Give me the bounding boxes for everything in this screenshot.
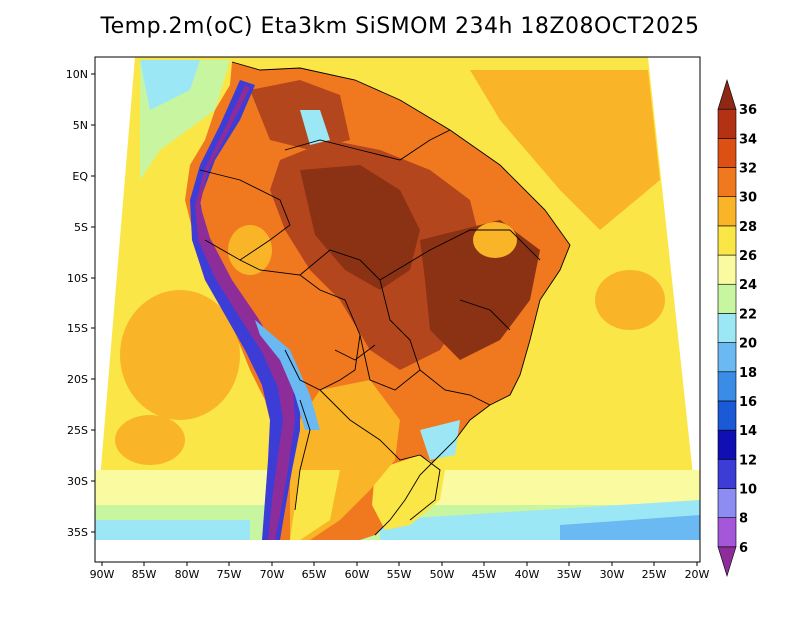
- colorbar-swatch: [717, 313, 737, 343]
- map-title: Temp.2m(oC) Eta3km SiSMOM 234h 18Z08OCT2…: [100, 14, 700, 39]
- colorbar-label: 16: [739, 395, 757, 410]
- colorbar-swatch: [717, 371, 737, 402]
- longitude-labels: 90W 85W 80W 75W 70W 65W 60W 55W 50W 45W …: [90, 568, 710, 581]
- colorbar-label: 18: [739, 366, 757, 381]
- colorbar-swatch: [717, 517, 737, 548]
- lon-label: 30W: [600, 568, 625, 581]
- colorbar-swatch: [717, 429, 737, 460]
- colorbar-label: 8: [739, 512, 748, 527]
- colorbar-swatch: [717, 108, 737, 139]
- colorbar-swatch: [717, 283, 737, 314]
- lat-label: 35S: [67, 526, 88, 539]
- colorbar-label: 12: [739, 453, 757, 468]
- colorbar-label: 14: [739, 424, 757, 439]
- colorbar-swatch: [717, 196, 737, 227]
- colorbar-label: 20: [739, 337, 757, 352]
- colorbar-label: 24: [739, 278, 757, 293]
- lat-label: 30S: [67, 475, 88, 488]
- colorbar-swatch: [717, 225, 737, 256]
- lat-label: 20S: [67, 373, 88, 386]
- colorbar-swatch: [717, 342, 737, 373]
- lon-label: 25W: [642, 568, 667, 581]
- lat-label: 5S: [74, 221, 88, 234]
- lat-label: 5N: [73, 119, 88, 132]
- latitude-labels: 10N 5N EQ 5S 10S 15S 20S 25S 30S 35S: [66, 68, 89, 539]
- colorbar-label: 34: [739, 132, 757, 147]
- lon-label: 35W: [557, 568, 582, 581]
- colorbar-label: 28: [739, 220, 757, 235]
- colorbar-swatch: [717, 78, 737, 110]
- lon-label: 75W: [217, 568, 242, 581]
- colorbar-label: 30: [739, 191, 757, 206]
- colorbar: 6 8 10 12 14 16 18 20 22 24 26 28 30 32 34 36: [717, 78, 757, 578]
- colorbar-label: 22: [739, 307, 757, 322]
- lon-label: 50W: [430, 568, 455, 581]
- lat-label: 10S: [67, 272, 88, 285]
- colorbar-swatch: [717, 167, 737, 198]
- lon-label: 90W: [90, 568, 115, 581]
- colorbar-label: 36: [739, 103, 757, 118]
- map-frame: [91, 56, 701, 566]
- colorbar-swatch: [717, 254, 737, 285]
- lon-label: 40W: [515, 568, 540, 581]
- lon-label: 65W: [302, 568, 327, 581]
- lat-label: 15S: [67, 322, 88, 335]
- lat-label: 10N: [66, 68, 88, 81]
- lat-label: EQ: [72, 170, 88, 183]
- political-borders: [199, 61, 571, 536]
- colorbar-swatch: [717, 488, 737, 518]
- lat-label: 25S: [67, 424, 88, 437]
- colorbar-swatch: [717, 458, 737, 489]
- colorbar-swatch: [717, 400, 737, 431]
- lon-label: 60W: [345, 568, 370, 581]
- lon-label: 55W: [387, 568, 412, 581]
- colorbar-label: 6: [739, 541, 748, 556]
- lon-label: 20W: [685, 568, 710, 581]
- lon-label: 70W: [260, 568, 285, 581]
- colorbar-label: 10: [739, 482, 757, 497]
- colorbar-label: 32: [739, 162, 757, 177]
- colorbar-label: 26: [739, 249, 757, 264]
- lon-label: 85W: [132, 568, 157, 581]
- lon-label: 45W: [472, 568, 497, 581]
- temperature-field: [95, 57, 700, 540]
- colorbar-swatch: [717, 138, 737, 168]
- colorbar-swatch: [717, 546, 737, 578]
- lon-label: 80W: [175, 568, 200, 581]
